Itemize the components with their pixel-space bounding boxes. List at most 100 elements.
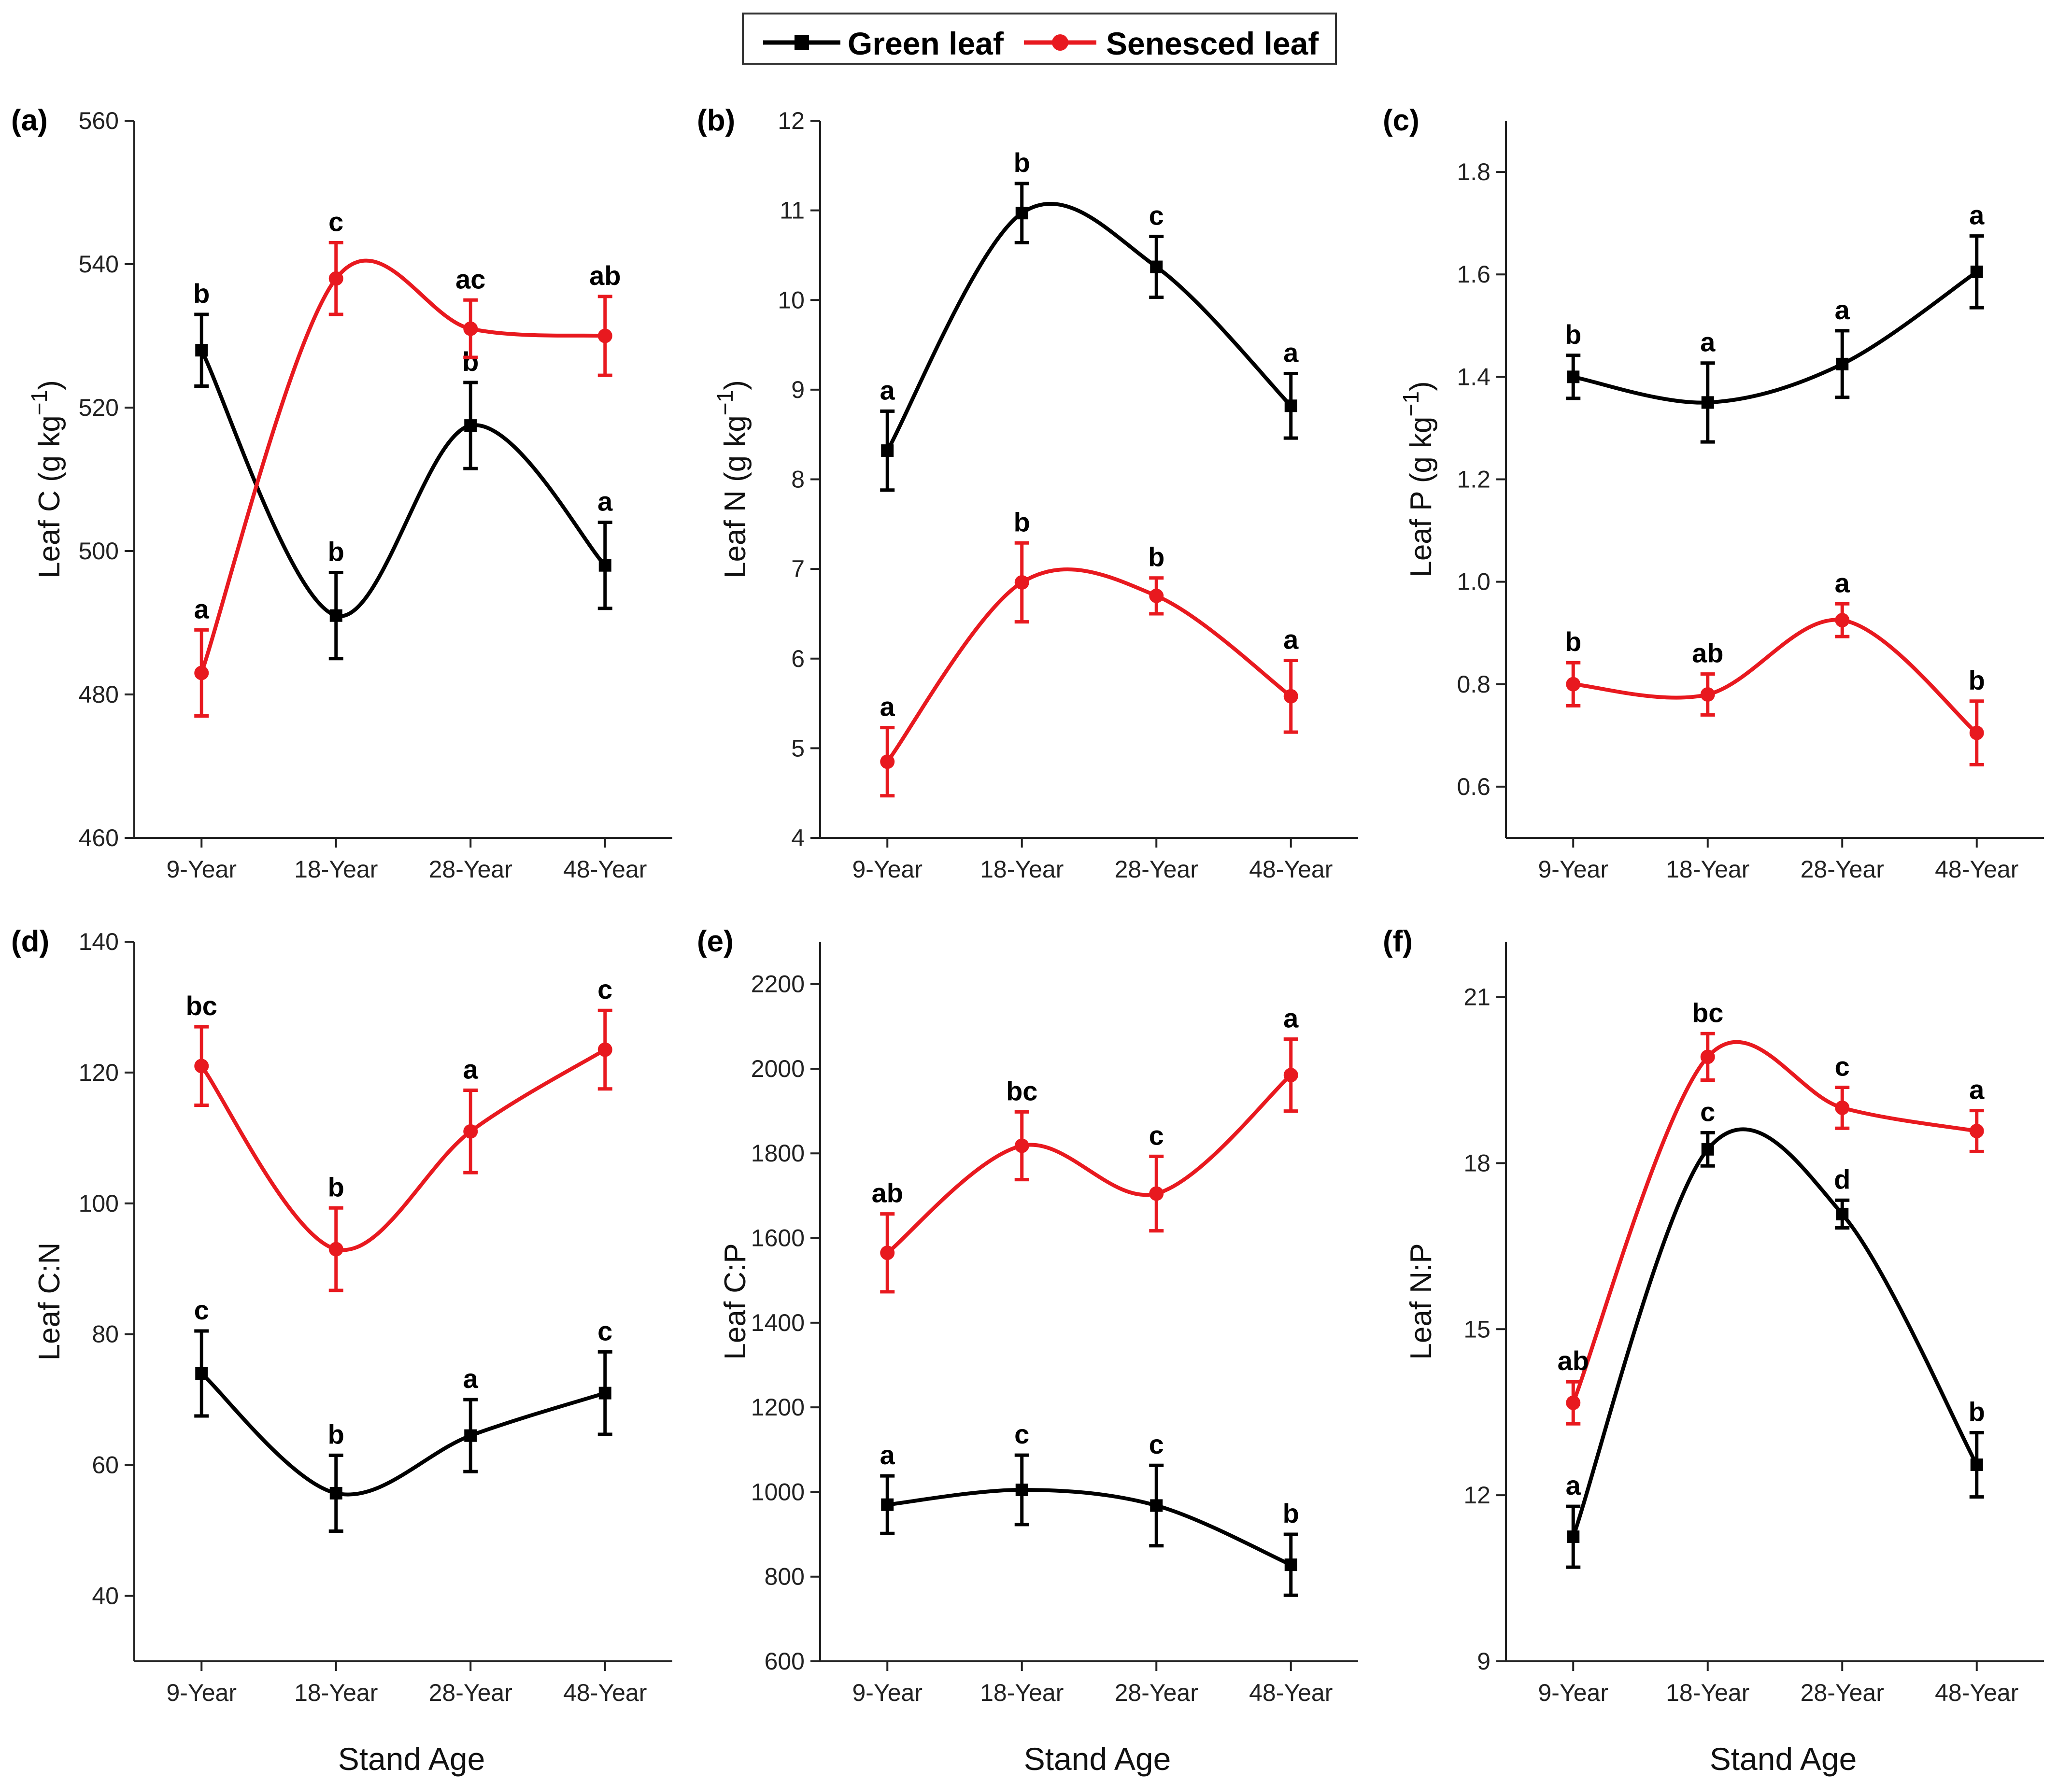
data-point: [1150, 260, 1163, 273]
series-senesced-leaf: bc b a c: [186, 974, 612, 1292]
y-axis-title-close: ): [33, 380, 66, 390]
significance-label: b: [1283, 1498, 1299, 1528]
y-axis-title-main: Leaf P (g kg: [1405, 416, 1438, 577]
x-tick-label: 28-Year: [1801, 856, 1884, 883]
x-tick-label: 9-Year: [167, 856, 237, 883]
y-tick-label: 800: [765, 1563, 805, 1590]
series-green-leaf: a c c b: [880, 1419, 1299, 1597]
significance-label: a: [1283, 337, 1299, 368]
xlabel-col3: Stand Age: [1710, 1741, 1857, 1777]
y-axis-title-main: Leaf N (g kg: [719, 415, 752, 579]
y-tick-label: 40: [92, 1583, 119, 1610]
significance-label: a: [1700, 327, 1716, 357]
significance-label: ab: [589, 260, 621, 291]
x-tick-label: 18-Year: [980, 1679, 1064, 1706]
data-point: [598, 559, 611, 572]
significance-label: a: [1566, 1470, 1581, 1500]
data-point: [195, 344, 208, 357]
x-tick-label: 48-Year: [1935, 856, 2018, 883]
y-tick-label: 8: [791, 466, 805, 493]
significance-label: a: [880, 375, 895, 405]
legend-senesced-marker: [1052, 34, 1068, 51]
y-tick-label: 9: [791, 376, 805, 403]
data-point: [329, 609, 342, 622]
data-point: [1566, 677, 1581, 692]
data-point: [1700, 1049, 1715, 1064]
series-green-leaf: c b a c: [194, 1295, 612, 1533]
data-point: [194, 665, 209, 680]
panel-tag: (d): [11, 925, 49, 958]
data-point: [597, 1042, 612, 1057]
data-point: [1015, 1484, 1028, 1497]
series-line: [886, 567, 1292, 763]
data-point: [880, 1245, 895, 1260]
x-tick-label: 18-Year: [1666, 1679, 1749, 1706]
x-tick-label: 48-Year: [563, 856, 647, 883]
y-tick-label: 6: [791, 645, 805, 672]
y-tick-label: 140: [79, 928, 119, 955]
legend-green-label: Green leaf: [848, 26, 1004, 61]
series-line: [200, 1048, 606, 1252]
y-tick-label: 520: [79, 394, 119, 421]
significance-label: a: [1283, 1003, 1299, 1033]
series-line: [1571, 1127, 1979, 1538]
significance-label: d: [1834, 1164, 1850, 1194]
series-line: [1573, 618, 1978, 735]
y-tick-label: 15: [1463, 1316, 1490, 1343]
y-axis-title: Leaf C:P: [719, 1243, 752, 1359]
panel-tag: (e): [697, 925, 734, 958]
y-tick-label: 12: [1463, 1482, 1490, 1509]
y-tick-label: 7: [791, 555, 805, 582]
x-tick-label: 28-Year: [1801, 1679, 1884, 1706]
y-tick-label: 12: [778, 107, 805, 134]
series-line: [1571, 1040, 1977, 1404]
significance-label: c: [1835, 1051, 1850, 1081]
significance-label: bc: [1006, 1075, 1037, 1106]
data-point: [1149, 588, 1164, 603]
x-tick-label: 9-Year: [852, 856, 922, 883]
significance-label: b: [328, 1419, 344, 1449]
data-point: [1015, 207, 1028, 220]
data-point: [881, 444, 894, 457]
legend-box: [742, 13, 1337, 65]
y-tick-label: 0.8: [1457, 671, 1490, 698]
data-point: [464, 419, 477, 432]
y-axis-title-close: ): [719, 380, 752, 390]
significance-label: c: [1149, 1120, 1164, 1150]
series-line: [199, 258, 606, 674]
xlabel-col1: Stand Age: [338, 1741, 485, 1777]
significance-label: b: [193, 278, 210, 309]
significance-label: a: [1283, 624, 1299, 654]
y-axis-title-close: ): [1405, 381, 1438, 391]
significance-label: bc: [1692, 997, 1723, 1028]
y-axis-title-main: Leaf C:N: [33, 1243, 66, 1361]
significance-label: b: [328, 537, 344, 567]
y-axis-title: Leaf N:P: [1405, 1243, 1438, 1359]
y-tick-label: 2000: [751, 1055, 805, 1082]
significance-label: a: [880, 692, 895, 722]
y-tick-label: 21: [1463, 984, 1490, 1011]
panel-c: 0.6 0.8 1.0 1.2 1.4 1.6 1.8 9-Year 18-Year 28-Yea…: [1383, 104, 2044, 883]
y-axis-title: Leaf P (g kg−1): [1398, 381, 1438, 577]
data-point: [329, 1486, 342, 1500]
legend-green-marker: [795, 35, 809, 50]
data-point: [328, 271, 343, 286]
panel-tag: (f): [1383, 925, 1413, 958]
data-point: [1283, 689, 1298, 704]
significance-label: a: [194, 594, 210, 624]
y-axis-title-main: Leaf C:P: [719, 1243, 752, 1359]
y-tick-label: 1600: [751, 1225, 805, 1252]
significance-label: bc: [186, 991, 217, 1021]
data-point: [1969, 725, 1984, 740]
x-tick-label: 9-Year: [1538, 1679, 1608, 1706]
x-tick-label: 18-Year: [1666, 856, 1749, 883]
y-tick-label: 10: [778, 286, 805, 313]
data-point: [1284, 1558, 1297, 1571]
panel-e: 600 800 1000 1200 1400 1600 1800 2000 2200 9-Year…: [697, 925, 1358, 1706]
significance-label: c: [1700, 1096, 1715, 1127]
data-point: [1836, 1207, 1849, 1220]
